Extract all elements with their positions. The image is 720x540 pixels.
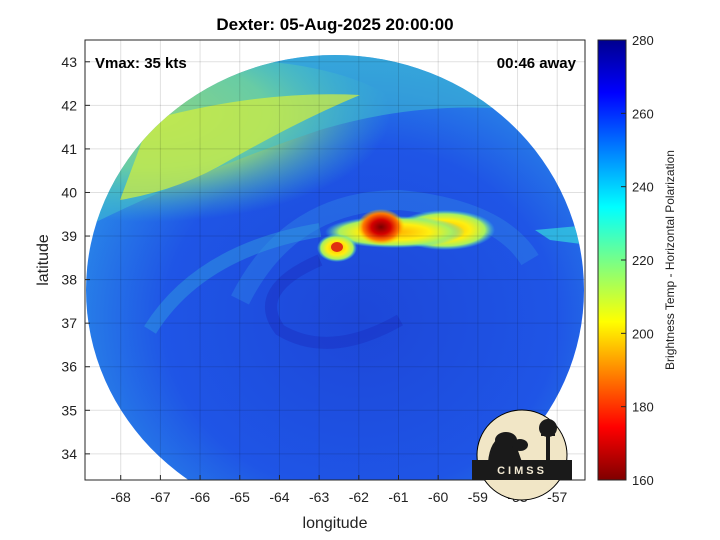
x-tick-label: -68 — [111, 489, 131, 505]
colorbar-tick-label: 240 — [632, 180, 654, 195]
x-tick-label: -63 — [309, 489, 329, 505]
x-tick-label: -62 — [349, 489, 369, 505]
x-tick-label: -66 — [190, 489, 210, 505]
y-tick-label: 41 — [61, 141, 77, 157]
y-tick-label: 38 — [61, 272, 77, 288]
x-tick-label: -64 — [269, 489, 289, 505]
time-offset-annotation: 00:46 away — [497, 55, 577, 72]
y-tick-label: 42 — [61, 97, 77, 113]
colorbar-tick-label: 220 — [632, 253, 654, 268]
cimss-logo: CIMSS — [472, 409, 572, 501]
logo-text: CIMSS — [497, 465, 547, 477]
y-axis-ticks: 34 35 36 37 38 39 40 41 42 43 — [61, 54, 90, 462]
colorbar-ticks: 160 180 200 220 240 260 280 — [621, 33, 654, 488]
x-tick-label: -57 — [547, 489, 567, 505]
y-axis-label: latitude — [35, 234, 52, 286]
x-axis-label: longitude — [303, 515, 368, 532]
vmax-annotation: Vmax: 35 kts — [95, 55, 187, 72]
y-tick-label: 35 — [61, 402, 77, 418]
x-tick-label: -67 — [150, 489, 170, 505]
grid-lines — [85, 40, 585, 480]
x-tick-label: -65 — [230, 489, 250, 505]
x-tick-label: -59 — [468, 489, 488, 505]
x-tick-label: -61 — [388, 489, 408, 505]
y-tick-label: 40 — [61, 184, 77, 200]
colorbar-tick-label: 260 — [632, 106, 654, 121]
y-tick-label: 39 — [61, 228, 77, 244]
y-tick-label: 34 — [61, 446, 77, 462]
colorbar-tick-label: 280 — [632, 33, 654, 48]
colorbar-label: Brightness Temp - Horizontal Polarizatio… — [663, 150, 677, 370]
colorbar-tick-label: 160 — [632, 473, 654, 488]
chart-title: Dexter: 05-Aug-2025 20:00:00 — [216, 15, 453, 34]
x-axis-ticks: -68-67-66-65-64-63-62-61-60-59-58-57 — [111, 475, 568, 505]
y-tick-label: 37 — [61, 315, 77, 331]
axes-box — [84, 39, 586, 481]
colorbar-tick-label: 200 — [632, 326, 654, 341]
y-tick-label: 36 — [61, 359, 77, 375]
y-tick-label: 43 — [61, 54, 77, 70]
x-tick-label: -60 — [428, 489, 448, 505]
swath-image — [85, 40, 585, 480]
colorbar-tick-label: 180 — [632, 400, 654, 415]
